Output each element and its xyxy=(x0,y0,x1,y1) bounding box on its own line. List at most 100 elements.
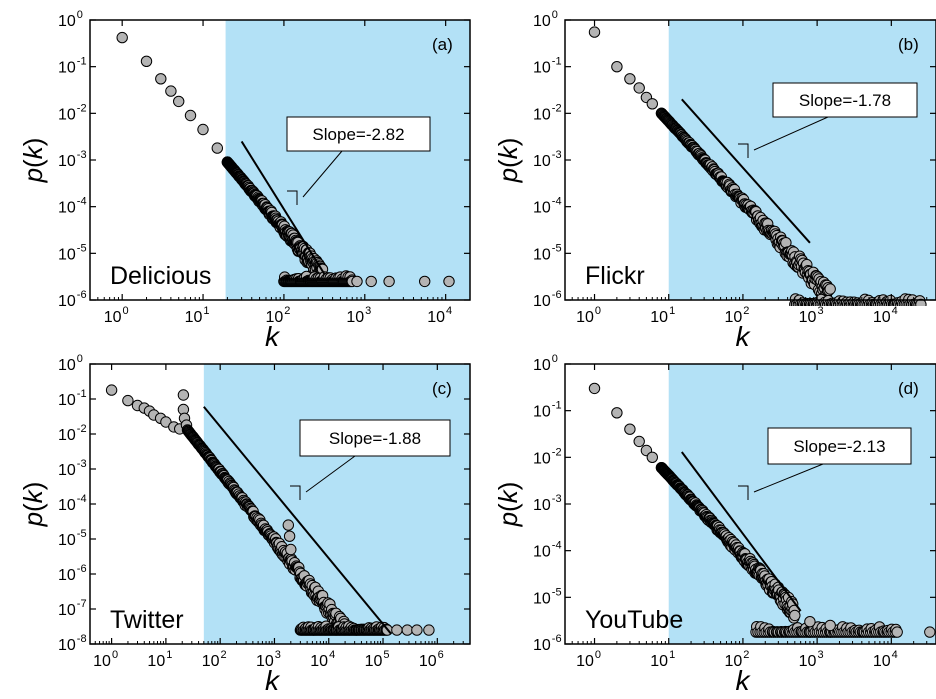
data-point xyxy=(824,283,836,295)
y-tick-label: 10-3 xyxy=(533,149,562,170)
x-tick-label: 106 xyxy=(419,649,444,670)
x-tick-label: 104 xyxy=(427,305,452,326)
slope-label: Slope=-1.78 xyxy=(799,91,891,110)
y-tick-label: 10-2 xyxy=(533,446,562,467)
data-point xyxy=(401,624,413,636)
data-point xyxy=(184,109,197,122)
data-point xyxy=(391,624,403,636)
data-point xyxy=(411,624,423,636)
data-point xyxy=(282,519,294,531)
data-markers xyxy=(588,382,936,638)
x-tick-label: 100 xyxy=(576,305,601,326)
y-axis-label: p(k) xyxy=(493,482,523,528)
y-tick-label: 10-3 xyxy=(533,493,562,514)
y-tick-label: 10-5 xyxy=(533,242,562,263)
y-axis-label: p(k) xyxy=(493,138,523,184)
data-point xyxy=(624,423,636,435)
data-point xyxy=(646,451,658,463)
data-point xyxy=(588,382,601,395)
dataset-name: YouTube xyxy=(585,606,683,634)
y-tick-label: 100 xyxy=(58,353,83,374)
y-tick-label: 10-5 xyxy=(58,528,87,549)
data-point xyxy=(285,543,297,556)
data-point xyxy=(283,530,296,542)
fit-line xyxy=(680,451,802,612)
data-point xyxy=(611,60,623,73)
x-tick-label: 103 xyxy=(799,305,824,326)
panel-label: (d) xyxy=(898,379,919,398)
slope-bracket xyxy=(287,190,298,205)
annotation-arrow xyxy=(305,455,356,493)
data-point xyxy=(173,95,185,108)
y-tick-label: 10-4 xyxy=(58,493,87,514)
slope-bracket xyxy=(738,143,749,158)
data-point xyxy=(122,394,134,407)
x-tick-label: 101 xyxy=(147,649,172,670)
data-point xyxy=(423,624,435,636)
fit-line xyxy=(681,98,811,244)
data-point xyxy=(383,275,395,288)
y-tick-label: 10-4 xyxy=(533,540,562,561)
data-markers xyxy=(116,31,455,288)
x-tick-label: 101 xyxy=(650,649,675,670)
y-tick-label: 10-4 xyxy=(533,196,562,217)
x-tick-label: 102 xyxy=(202,649,227,670)
panel-label: (a) xyxy=(432,35,453,54)
x-axis-label: k xyxy=(265,321,281,352)
slope-box xyxy=(286,116,431,152)
annotation-arrow xyxy=(753,116,829,151)
x-tick-label: 100 xyxy=(93,649,118,670)
y-tick-label: 10-7 xyxy=(58,598,87,619)
y-tick-label: 100 xyxy=(58,9,83,30)
y-tick-label: 10-2 xyxy=(58,423,87,444)
data-point xyxy=(105,384,118,396)
slope-box xyxy=(299,419,451,457)
data-point xyxy=(351,275,363,288)
y-tick-label: 10-1 xyxy=(58,388,87,409)
y-tick-label: 10-6 xyxy=(58,289,87,310)
data-point xyxy=(588,26,601,38)
y-tick-label: 10-2 xyxy=(58,102,87,123)
y-tick-label: 10-1 xyxy=(533,56,562,77)
data-point xyxy=(443,275,455,288)
x-tick-label: 104 xyxy=(873,649,898,670)
data-point xyxy=(165,85,177,97)
data-point xyxy=(633,82,645,94)
y-tick-label: 10-6 xyxy=(533,289,562,310)
data-point xyxy=(789,609,801,622)
slope-box xyxy=(772,82,918,118)
data-point xyxy=(365,275,377,288)
y-tick-label: 10-5 xyxy=(58,242,87,263)
y-tick-label: 100 xyxy=(533,9,558,30)
fit-line xyxy=(240,140,326,276)
data-point xyxy=(116,31,128,44)
y-tick-label: 10-4 xyxy=(58,196,87,217)
x-tick-label: 103 xyxy=(799,649,824,670)
x-tick-label: 104 xyxy=(310,649,335,670)
x-axis-label: k xyxy=(736,665,752,696)
x-tick-label: 101 xyxy=(185,305,210,326)
slope-label: Slope=-2.82 xyxy=(312,125,404,144)
x-tick-label: 103 xyxy=(346,305,371,326)
x-tick-label: 100 xyxy=(104,305,129,326)
fit-region xyxy=(225,20,470,300)
x-tick-label: 101 xyxy=(650,305,675,326)
x-axis-label: k xyxy=(736,321,752,352)
data-point xyxy=(804,616,816,628)
x-tick-label: 100 xyxy=(576,649,601,670)
y-tick-label: 10-1 xyxy=(58,56,87,77)
x-tick-label: 105 xyxy=(365,649,390,670)
data-point xyxy=(211,142,224,154)
data-point xyxy=(915,298,927,306)
x-axis-label: k xyxy=(265,665,281,696)
y-tick-label: 100 xyxy=(533,353,558,374)
x-tick-label: 104 xyxy=(873,305,898,326)
data-point xyxy=(824,619,836,632)
slope-label: Slope=-2.13 xyxy=(793,437,885,456)
dataset-name: Flickr xyxy=(585,262,645,290)
slope-bracket xyxy=(738,485,749,500)
